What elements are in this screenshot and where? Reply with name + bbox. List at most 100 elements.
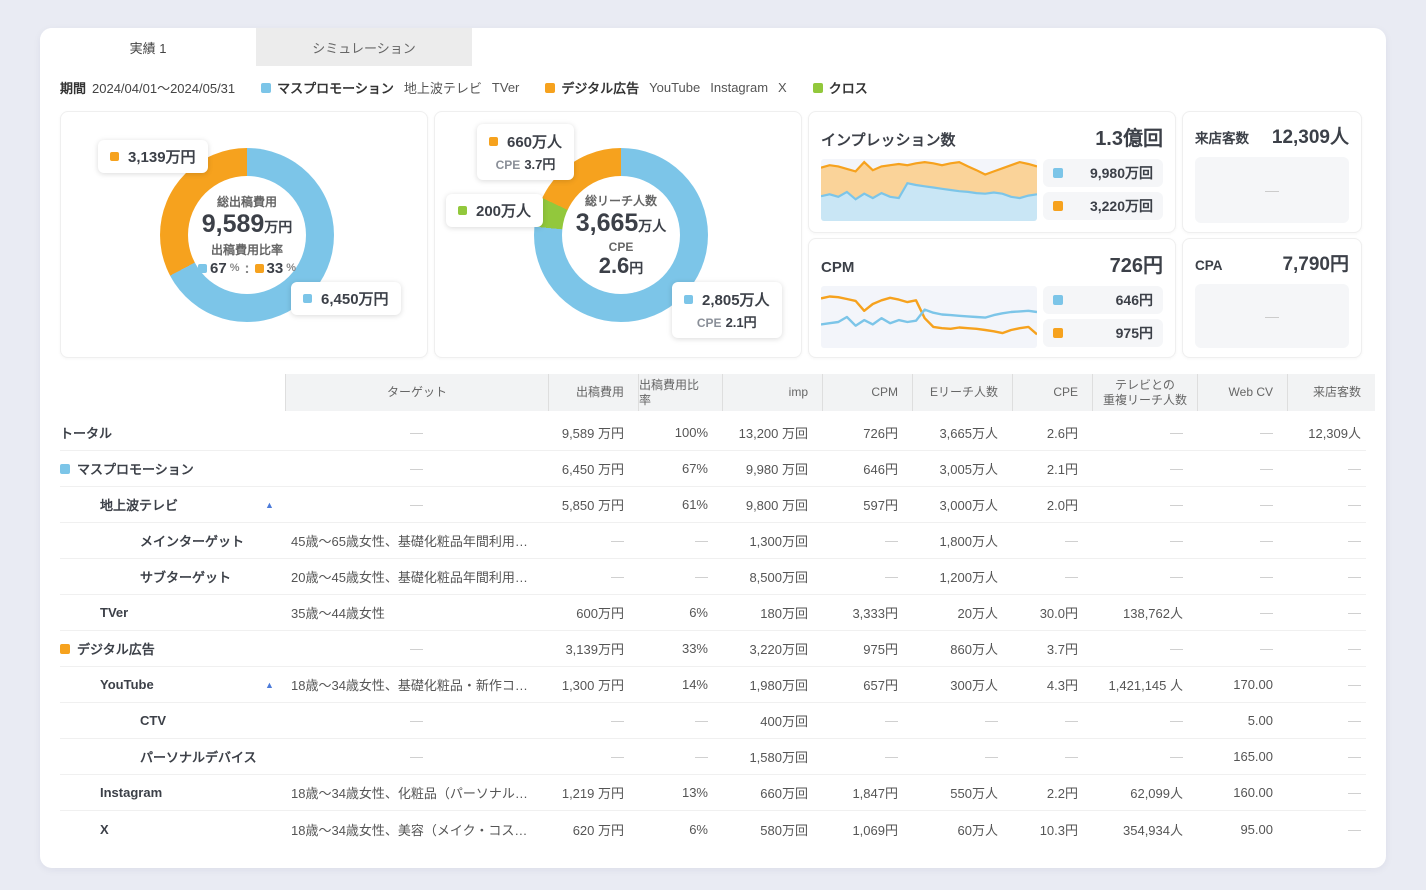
- cell-value: —: [1170, 533, 1183, 548]
- table-row: YouTube ▲ 18歳〜34歳女性、基礎化粧品・新作コ… 1,300 万円 14% 1…: [60, 667, 1366, 703]
- legend-mass-label: マスプロモーション: [277, 81, 394, 96]
- cell-value: 1,200万人: [939, 570, 998, 585]
- collapse-triangle-icon[interactable]: ▲: [265, 679, 274, 690]
- cell-value: —: [1260, 641, 1273, 656]
- cell-value: 1,800万人: [939, 534, 998, 549]
- legend-item-x: X: [778, 80, 787, 95]
- ratio-orange-swatch-icon: [254, 263, 264, 273]
- cell-value: 170.00: [1233, 677, 1273, 692]
- cpa-value: 7,790円: [1282, 254, 1349, 275]
- blue-row-swatch-icon: [60, 463, 70, 474]
- reach-donut-center: 総リーチ人数 3,665万人 CPE 2.6円: [534, 148, 708, 322]
- cpm-legend: 646円 975円: [1043, 286, 1163, 348]
- row-label-text: YouTube: [100, 677, 154, 692]
- cell-value: 600万円: [576, 606, 624, 621]
- cell-value: —: [885, 569, 898, 584]
- cell-value: —: [1065, 713, 1078, 728]
- cell-value: —: [1260, 605, 1273, 620]
- cell-value: 12,309人: [1308, 426, 1361, 441]
- table-row: CTV — — — 400万回 — — — — 5.00 —: [60, 703, 1366, 739]
- cell-value: —: [611, 713, 624, 728]
- cost-donut-chart: [160, 148, 334, 322]
- header-col-5: CPM: [822, 374, 912, 411]
- cell-value: 580万回: [760, 822, 808, 838]
- cell-target: 20歳〜45歳女性、基礎化粧品年間利用…: [291, 570, 528, 585]
- reach-cpe-value: 2.6円: [598, 252, 644, 278]
- cell-value: —: [1065, 569, 1078, 584]
- cell-value: —: [1260, 569, 1273, 584]
- cell-value: 1,069円: [852, 822, 898, 838]
- cpm-title: CPM: [821, 259, 855, 276]
- cell-target: —: [410, 641, 423, 656]
- collapse-triangle-icon[interactable]: ▲: [265, 499, 274, 510]
- header-col-3: 出稿費用比率: [638, 374, 722, 411]
- cell-value: 10.3円: [1039, 822, 1078, 838]
- reach-green-swatch-icon: [458, 206, 467, 215]
- tab-simulation[interactable]: シミュレーション: [256, 28, 472, 66]
- cell-value: 2.6円: [1046, 426, 1078, 441]
- cell-value: 3,000万人: [939, 498, 998, 513]
- orange-row-swatch-icon: [60, 643, 70, 654]
- header-item: [60, 374, 285, 411]
- cell-value: 3,139万円: [565, 642, 624, 657]
- cell-value: 620 万円: [572, 822, 624, 838]
- cell-target: —: [410, 425, 423, 440]
- cell-value: 1,847円: [852, 786, 898, 801]
- row-label: メインターゲット: [60, 531, 285, 550]
- cell-value: 8,500万回: [749, 570, 808, 585]
- cell-value: 13,200 万回: [738, 426, 808, 441]
- cell-value: —: [885, 749, 898, 764]
- header-col-10: 来店客数: [1287, 374, 1375, 411]
- legend-cross: クロス: [812, 78, 868, 97]
- cell-value: —: [1348, 677, 1361, 692]
- row-label-text: トータル: [60, 426, 113, 441]
- cpm-legend-mass: 646円: [1043, 286, 1163, 314]
- legend-digital: デジタル広告 YouTube Instagram X: [545, 78, 787, 97]
- cell-value: 1,580万回: [749, 750, 808, 765]
- cell-value: —: [1348, 497, 1361, 512]
- cpm-chart: [821, 286, 1037, 348]
- cpm-card: CPM 726円 646円 975円: [808, 238, 1176, 358]
- right-column: 来店客数 12,309人 — CPA 7,790円 —: [1182, 111, 1362, 358]
- header-col-4: imp: [722, 374, 822, 411]
- kpi-row: 総出稿費用 9,589万円 出稿費用比率 67% : 33% 3,139万円 6…: [60, 111, 1366, 358]
- cell-value: —: [1065, 533, 1078, 548]
- tab-results-1[interactable]: 実績 1: [40, 28, 256, 66]
- header-col-2: 出稿費用: [548, 374, 638, 411]
- cell-value: —: [1170, 497, 1183, 512]
- cell-value: —: [985, 749, 998, 764]
- cell-value: 3.7円: [1046, 642, 1078, 657]
- row-label-text: デジタル広告: [77, 642, 155, 657]
- cell-value: 60万人: [957, 822, 998, 838]
- cell-value: —: [1170, 461, 1183, 476]
- cell-value: 61%: [681, 497, 708, 512]
- cell-value: —: [1348, 641, 1361, 656]
- cell-value: 1,300 万円: [561, 678, 624, 693]
- cell-value: —: [1170, 713, 1183, 728]
- cell-value: 6%: [689, 605, 708, 620]
- cell-value: 646円: [863, 462, 898, 477]
- table-row: TVer 35歳〜44歳女性 600万円 6% 180万回 3,333円 20万人 30.0円…: [60, 595, 1366, 631]
- row-label: Instagram: [60, 785, 285, 800]
- cell-value: 62,099人: [1130, 786, 1183, 801]
- cell-value: —: [1348, 749, 1361, 764]
- row-label: X: [60, 822, 285, 837]
- cost-center-value: 9,589万円: [201, 210, 293, 239]
- cell-value: 100%: [674, 425, 708, 440]
- ratio-blue-swatch-icon: [198, 263, 208, 273]
- mid-column: インプレッション数 1.3億回 9,980万回 3,220万回 CPM 726円: [808, 111, 1176, 358]
- cell-value: —: [695, 749, 708, 764]
- cell-value: 20万人: [957, 606, 998, 621]
- table-row: トータル — 9,589 万円 100% 13,200 万回 726円 3,665万人 2.6…: [60, 415, 1366, 451]
- cell-target: 18歳〜34歳女性、美容（メイク・コス…: [291, 822, 528, 838]
- cell-value: 160.00: [1233, 785, 1273, 800]
- cell-value: 1,300万回: [749, 534, 808, 549]
- cell-value: 6%: [689, 821, 708, 837]
- cell-value: —: [1260, 533, 1273, 548]
- table-row: デジタル広告 — 3,139万円 33% 3,220万回 975円 860万人 3.7円 — — —: [60, 631, 1366, 667]
- cell-value: 400万回: [760, 714, 808, 729]
- row-label: YouTube ▲: [60, 677, 285, 692]
- imp-blue-swatch-icon: [1053, 168, 1063, 178]
- table-row: 地上波テレビ ▲ — 5,850 万円 61% 9,800 万回 597円 3,000万人 2.…: [60, 487, 1366, 523]
- cell-value: —: [1348, 461, 1361, 476]
